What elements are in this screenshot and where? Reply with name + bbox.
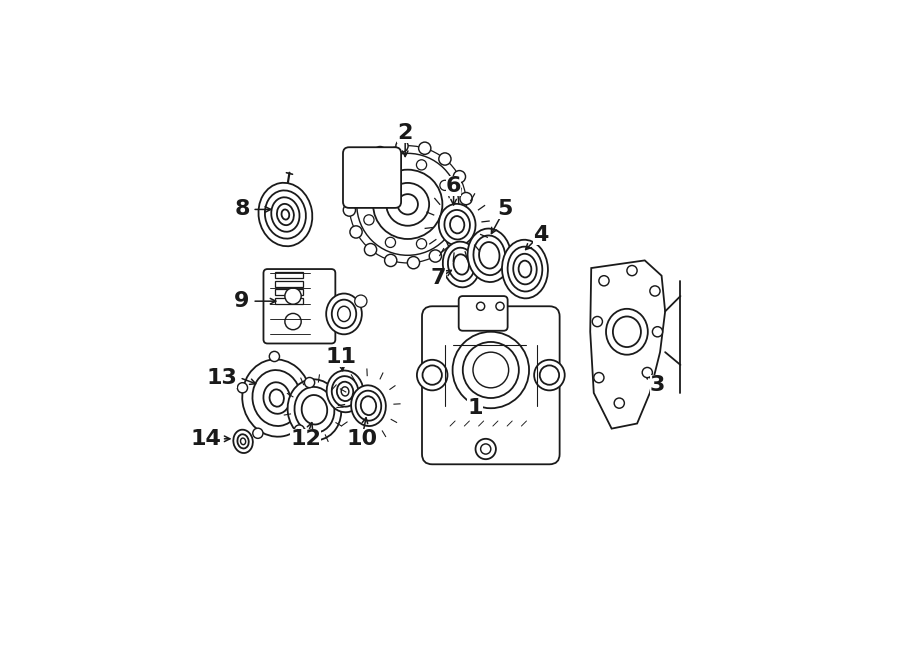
Text: 8: 8 bbox=[234, 199, 249, 219]
Text: 1: 1 bbox=[467, 399, 482, 418]
Ellipse shape bbox=[468, 228, 511, 282]
Circle shape bbox=[346, 181, 357, 193]
Ellipse shape bbox=[326, 293, 362, 334]
Ellipse shape bbox=[242, 359, 311, 437]
Text: 5: 5 bbox=[497, 199, 512, 219]
Text: 6: 6 bbox=[446, 177, 462, 197]
Circle shape bbox=[364, 183, 374, 194]
Circle shape bbox=[294, 425, 304, 435]
Ellipse shape bbox=[233, 430, 253, 453]
Circle shape bbox=[304, 377, 315, 388]
Circle shape bbox=[440, 218, 450, 228]
Text: 12: 12 bbox=[291, 429, 321, 449]
Circle shape bbox=[458, 215, 470, 228]
Ellipse shape bbox=[439, 204, 475, 246]
Ellipse shape bbox=[258, 183, 312, 246]
Text: 10: 10 bbox=[346, 429, 377, 449]
FancyBboxPatch shape bbox=[422, 307, 560, 464]
Circle shape bbox=[417, 239, 427, 249]
Text: 7: 7 bbox=[430, 268, 446, 288]
Text: 9: 9 bbox=[234, 291, 249, 311]
FancyBboxPatch shape bbox=[275, 298, 303, 304]
Polygon shape bbox=[590, 260, 665, 428]
FancyBboxPatch shape bbox=[275, 289, 303, 295]
Circle shape bbox=[269, 352, 280, 361]
Ellipse shape bbox=[534, 360, 564, 391]
Text: 2: 2 bbox=[398, 123, 413, 143]
Circle shape bbox=[643, 367, 652, 377]
Ellipse shape bbox=[288, 379, 341, 440]
Circle shape bbox=[454, 171, 465, 183]
Circle shape bbox=[453, 332, 529, 408]
Circle shape bbox=[385, 237, 395, 248]
Circle shape bbox=[385, 161, 395, 171]
Circle shape bbox=[408, 257, 419, 269]
Circle shape bbox=[374, 146, 386, 159]
Ellipse shape bbox=[351, 385, 386, 426]
Circle shape bbox=[429, 250, 442, 262]
Circle shape bbox=[356, 161, 368, 173]
Circle shape bbox=[439, 153, 451, 165]
Circle shape bbox=[652, 326, 662, 337]
FancyBboxPatch shape bbox=[459, 296, 508, 331]
Circle shape bbox=[350, 226, 362, 238]
Text: 4: 4 bbox=[533, 225, 548, 245]
Circle shape bbox=[238, 383, 248, 393]
Text: 11: 11 bbox=[326, 348, 357, 367]
Circle shape bbox=[285, 313, 302, 330]
Circle shape bbox=[285, 288, 302, 305]
Circle shape bbox=[440, 180, 450, 191]
Circle shape bbox=[592, 316, 602, 326]
Circle shape bbox=[614, 398, 625, 408]
FancyBboxPatch shape bbox=[264, 269, 336, 344]
Circle shape bbox=[650, 286, 660, 296]
Circle shape bbox=[598, 275, 609, 286]
Circle shape bbox=[343, 204, 356, 216]
Text: 3: 3 bbox=[650, 375, 665, 395]
FancyBboxPatch shape bbox=[343, 147, 401, 208]
FancyBboxPatch shape bbox=[275, 281, 303, 287]
Circle shape bbox=[355, 295, 367, 307]
Circle shape bbox=[396, 140, 408, 152]
Circle shape bbox=[460, 193, 473, 205]
Circle shape bbox=[417, 160, 427, 170]
Circle shape bbox=[356, 154, 459, 256]
FancyBboxPatch shape bbox=[275, 272, 303, 278]
Circle shape bbox=[364, 214, 374, 225]
Circle shape bbox=[253, 428, 263, 438]
Text: 14: 14 bbox=[191, 429, 221, 449]
Circle shape bbox=[384, 254, 397, 267]
Circle shape bbox=[447, 236, 459, 248]
Circle shape bbox=[475, 439, 496, 459]
Circle shape bbox=[349, 146, 466, 263]
Ellipse shape bbox=[327, 371, 364, 412]
Circle shape bbox=[627, 265, 637, 275]
Circle shape bbox=[594, 373, 604, 383]
Circle shape bbox=[418, 142, 431, 154]
Circle shape bbox=[364, 244, 377, 256]
Text: 13: 13 bbox=[206, 367, 237, 388]
Ellipse shape bbox=[443, 242, 480, 287]
Ellipse shape bbox=[417, 360, 447, 391]
Ellipse shape bbox=[502, 240, 548, 299]
